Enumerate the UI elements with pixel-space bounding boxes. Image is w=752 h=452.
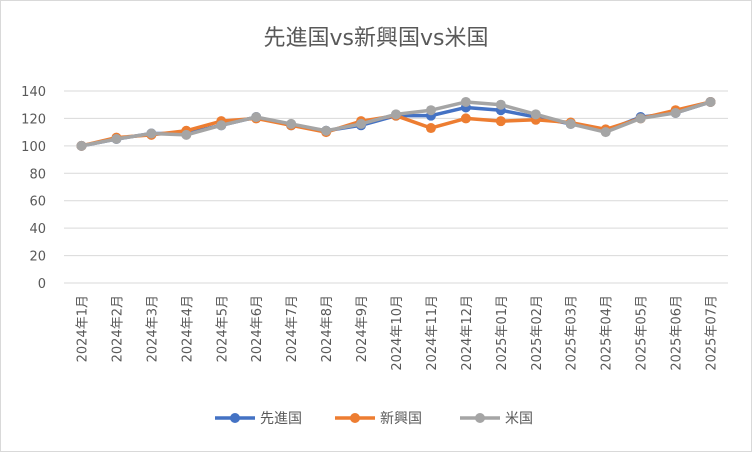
y-tick-label: 40 — [29, 222, 46, 237]
y-axis: 0 20 40 60 80 100 120 140 — [21, 85, 46, 292]
data-point — [635, 113, 646, 124]
legend: 先進国 新興国 米国 — [215, 411, 533, 427]
series-2 — [76, 96, 716, 151]
data-point — [460, 113, 471, 124]
y-tick-label: 120 — [21, 112, 46, 127]
x-tick-label: 2025年04月 — [600, 295, 615, 371]
data-point — [600, 127, 611, 138]
x-axis: 2024年1月 2024年2月 2024年3月 2024年4月 2024年5月 2024年… — [75, 295, 719, 371]
y-tick-label: 100 — [21, 140, 46, 155]
data-point — [425, 123, 436, 134]
data-point — [460, 96, 471, 107]
chart-title: 先進国vs新興国vs米国 — [263, 26, 489, 51]
x-tick-label: 2025年07月 — [705, 295, 720, 371]
legend-marker — [475, 413, 485, 423]
x-tick-label: 2024年10月 — [390, 295, 405, 371]
data-point — [146, 128, 157, 139]
x-tick-label: 2025年05月 — [635, 295, 650, 371]
series-lines — [76, 96, 716, 151]
x-tick-label: 2024年7月 — [285, 295, 300, 362]
data-point — [181, 129, 192, 140]
series-line — [79, 100, 713, 148]
x-tick-label: 2024年11月 — [425, 295, 440, 371]
series-line — [79, 100, 713, 148]
x-tick-label: 2024年3月 — [145, 295, 160, 362]
data-point — [530, 109, 541, 120]
x-tick-label: 2024年4月 — [180, 295, 195, 362]
legend-label: 新興国 — [380, 411, 422, 427]
series-3 — [76, 96, 716, 151]
data-point — [356, 118, 367, 129]
series-line — [79, 100, 713, 148]
legend-item: 先進国 — [215, 411, 302, 427]
data-point — [425, 105, 436, 116]
legend-label: 先進国 — [260, 411, 302, 427]
y-tick-label: 60 — [29, 195, 46, 210]
data-point — [705, 96, 716, 107]
data-point — [286, 118, 297, 129]
legend-item: 米国 — [460, 411, 533, 427]
x-tick-label: 2025年02月 — [530, 295, 545, 371]
x-tick-label: 2024年1月 — [75, 295, 90, 362]
legend-marker — [230, 413, 240, 423]
data-point — [216, 120, 227, 131]
y-tick-label: 0 — [38, 277, 46, 292]
data-point — [391, 109, 401, 120]
x-tick-label: 2024年2月 — [110, 295, 125, 362]
data-point — [495, 116, 506, 127]
data-point — [565, 118, 576, 129]
x-tick-label: 2024年6月 — [250, 295, 265, 362]
data-point — [251, 112, 262, 123]
legend-marker — [350, 413, 360, 423]
x-tick-label: 2024年8月 — [320, 295, 335, 362]
y-tick-label: 20 — [29, 250, 46, 265]
legend-label: 米国 — [505, 411, 533, 427]
x-tick-label: 2025年03月 — [565, 295, 580, 371]
data-point — [111, 134, 122, 144]
x-tick-label: 2024年12月 — [460, 295, 475, 371]
data-point — [321, 125, 332, 136]
x-tick-label: 2025年06月 — [670, 295, 685, 371]
x-tick-label: 2024年9月 — [355, 295, 370, 362]
data-point — [76, 140, 87, 151]
y-tick-label: 140 — [21, 85, 46, 100]
y-tick-label: 80 — [29, 167, 46, 182]
x-tick-label: 2025年01月 — [495, 295, 510, 371]
legend-item: 新興国 — [335, 411, 422, 427]
x-tick-label: 2024年5月 — [215, 295, 230, 362]
data-point — [495, 99, 506, 110]
data-point — [670, 107, 681, 118]
